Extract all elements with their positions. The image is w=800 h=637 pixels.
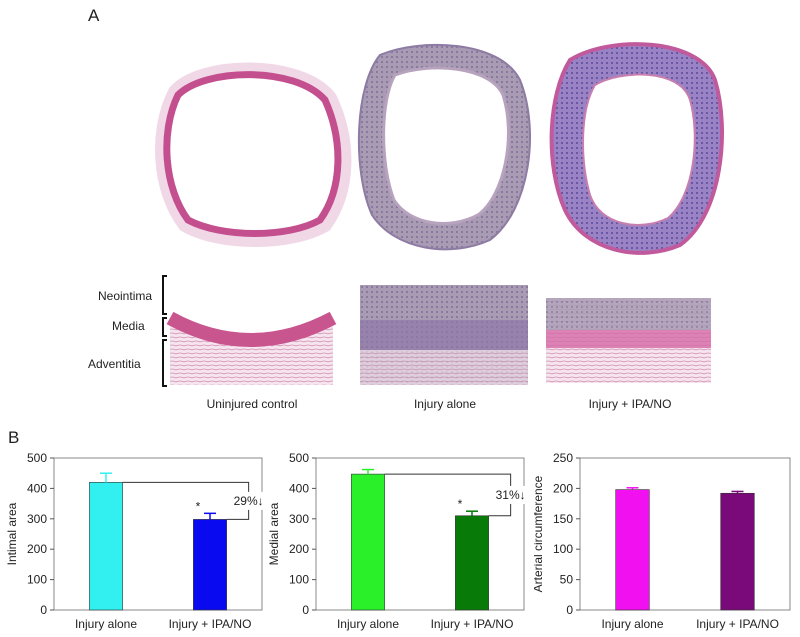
x-tick-label: Injury + IPA/NO [696,617,779,631]
y-tick-label: 150 [553,512,573,526]
significance-mark: * [458,497,463,511]
caption-injury-ipa-no: Injury + IPA/NO [588,397,672,411]
caption-injury-alone: Injury alone [413,397,477,411]
x-tick-label: Injury + IPA/NO [431,617,514,631]
y-tick-label: 0 [40,603,47,617]
uninjured-control-section [155,62,352,247]
bar [351,473,385,611]
neointima-bracket [162,275,167,315]
panel-b-label: B [8,428,20,447]
injury-alone-section [357,43,531,251]
uninjured-control-closeup [166,311,337,385]
histology-figure [155,42,724,385]
plot-frame [315,457,525,611]
panel-a-label: A [88,6,100,25]
y-tick-label: 500 [289,451,309,465]
y-tick-label: 100 [27,573,47,587]
x-tick-label: Injury + IPA/NO [169,617,252,631]
caption-uninjured-control: Uninjured control [206,397,298,411]
bar [455,515,489,611]
y-tick-label: 400 [27,481,47,495]
bar [615,489,650,611]
adventitia-bracket [162,339,167,387]
y-tick-label: 250 [553,451,573,465]
significance-mark: * [196,499,201,513]
y-tick-label: 500 [27,451,47,465]
y-tick-label: 100 [553,542,573,556]
y-axis-label: Arterial circumference [534,475,545,592]
adventitia-label: Adventitia [88,357,141,371]
y-tick-label: 200 [553,481,573,495]
percent-change-annotation: 29%↓ [234,494,264,508]
y-tick-label: 400 [289,481,309,495]
y-tick-label: 100 [289,573,309,587]
y-tick-label: 200 [289,542,309,556]
bar [89,482,123,611]
x-tick-label: Injury alone [337,617,399,631]
media-bracket [162,317,167,337]
injury-ipa-no-closeup [546,298,711,383]
y-tick-label: 300 [289,512,309,526]
x-tick-label: Injury alone [601,617,663,631]
intimal-area-chart: 0 100 200 300 400 500 Intimal area Injury alone… [5,451,268,631]
annotation-bg [488,485,533,504]
bar [193,519,227,611]
medial-area-chart: 0 100 200 300 400 500 Medial area Injury alone I… [268,451,533,631]
injury-ipa-no-section [549,42,724,255]
y-tick-label: 300 [27,512,47,526]
y-axis-label: Medial area [268,502,281,565]
y-axis-label: Intimal area [5,502,19,565]
y-tick-label: 50 [560,573,574,587]
media-label: Media [112,319,145,333]
y-tick-label: 0 [566,603,573,617]
bar [720,492,755,611]
y-tick-label: 200 [27,542,47,556]
neointima-label: Neointima [98,289,153,303]
injury-alone-closeup [360,285,528,385]
plot-frame [579,457,791,611]
y-tick-label: 0 [302,603,309,617]
x-tick-label: Injury alone [75,617,137,631]
plot-frame [53,457,263,611]
arterial-circumference-chart: 0 50 100 150 200 250 Arterial circumference Inj… [534,451,791,631]
annotation-bg [226,491,268,510]
percent-change-annotation: 31%↓ [496,488,526,502]
